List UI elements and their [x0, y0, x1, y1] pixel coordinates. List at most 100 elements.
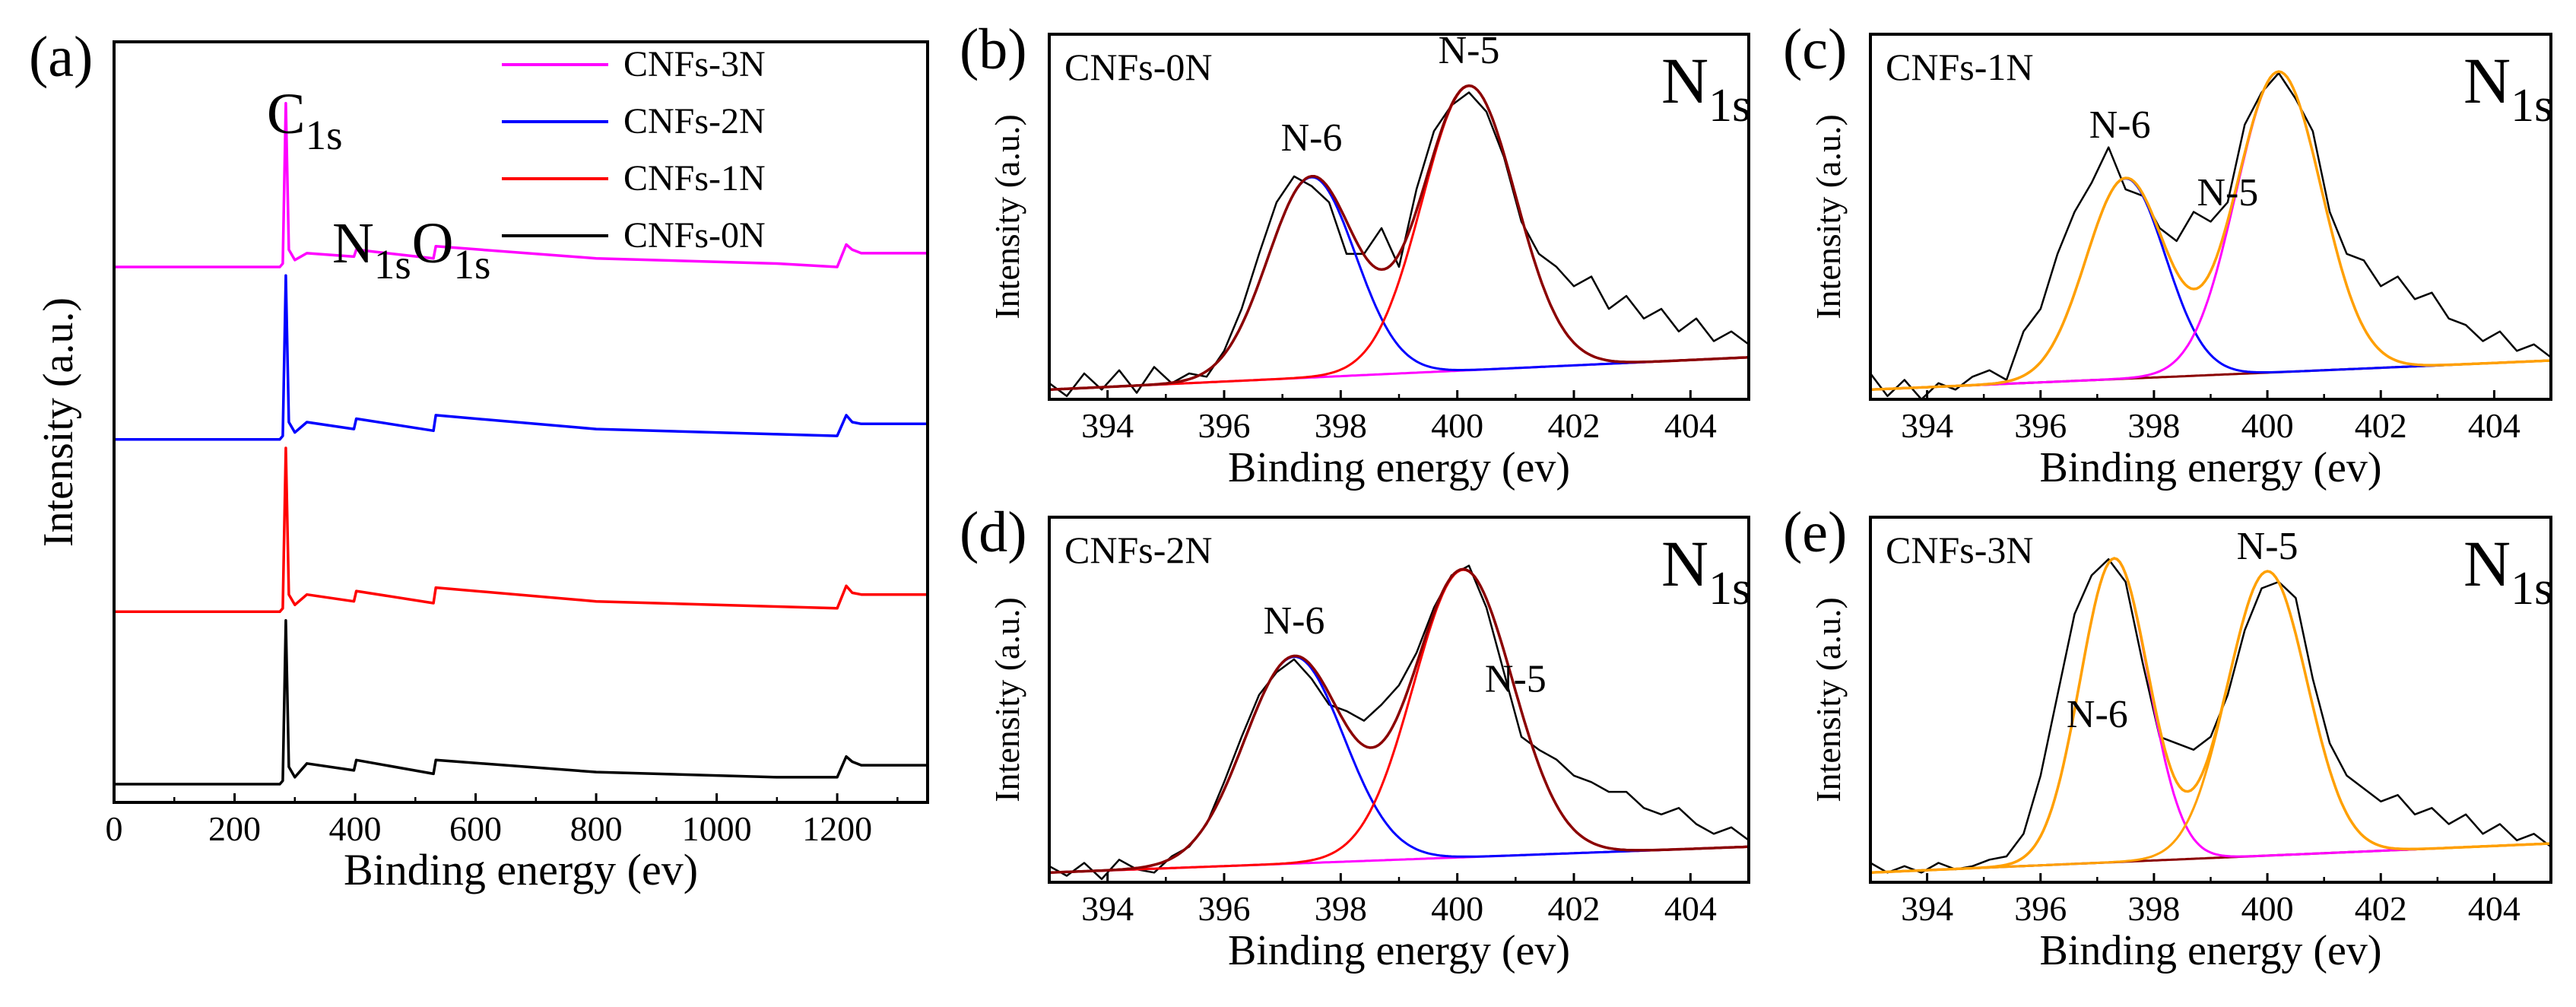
plot-frame [113, 40, 929, 804]
peak-label-N-6: N-6 [1264, 599, 1325, 643]
y-axis-label: Intensity (a.u.) [988, 597, 1026, 802]
panel-label: (e) [1783, 500, 1847, 564]
plot-area [1870, 557, 2551, 875]
spectrum-label: N1s [1661, 44, 1750, 132]
x-tick-label: 404 [2468, 889, 2520, 928]
spectrum-label: N1s [2463, 44, 2552, 132]
raw-spectrum-line [1049, 564, 1749, 881]
x-tick-label: 396 [1198, 406, 1251, 445]
series-line-CNFs-2N [114, 274, 928, 441]
x-tick-label: 396 [2014, 406, 2067, 445]
panel-label: (a) [29, 25, 93, 89]
x-tick-label: 600 [449, 809, 502, 848]
y-axis-label: Intensity (a.u.) [35, 297, 82, 547]
fit-peak-N-5 [1049, 84, 1749, 391]
x-tick-label: 400 [2241, 406, 2294, 445]
sample-label: CNFs-1N [1886, 46, 2033, 88]
raw-spectrum-line [1870, 71, 2551, 399]
x-tick-label: 400 [329, 809, 382, 848]
spectrum-label: N1s [1661, 527, 1750, 615]
peak-label-N-5: N-5 [1439, 29, 1500, 72]
x-tick-label: 396 [1198, 889, 1251, 928]
fit-envelope-line [1049, 567, 1749, 875]
plot-area [1049, 564, 1749, 881]
raw-spectrum-line [1049, 91, 1749, 398]
x-axis-label: Binding energy (ev) [1228, 927, 1570, 974]
x-tick-label: 400 [2241, 889, 2294, 928]
plot-area [1870, 70, 2551, 399]
peak-annotation-C1s: C1s [267, 82, 343, 158]
x-tick-label: 398 [2127, 406, 2180, 445]
x-tick-label: 396 [2014, 889, 2067, 928]
x-tick-label: 394 [1901, 889, 1953, 928]
x-tick-label: 394 [1901, 406, 1953, 445]
x-tick-label: 404 [2468, 406, 2520, 445]
x-tick-label: 402 [1548, 889, 1600, 928]
fit-peak-N-6 [1870, 557, 2551, 874]
x-tick-label: 398 [2127, 889, 2180, 928]
fit-peak-N-5 [1870, 70, 2551, 391]
plot-frame [1048, 516, 1750, 884]
sample-label: CNFs-0N [1064, 46, 1212, 88]
peak-annotation-N1s: N1s [332, 211, 411, 287]
x-tick-label: 402 [1548, 406, 1600, 445]
y-axis-label: Intensity (a.u.) [1809, 114, 1848, 319]
fit-peak-N-6 [1049, 655, 1749, 874]
x-tick-label: 398 [1315, 889, 1367, 928]
fit-peak-N-5 [1870, 570, 2551, 874]
spectrum-label: N1s [2463, 527, 2552, 615]
fit-envelope-line [1870, 70, 2551, 392]
x-tick-label: 404 [1664, 889, 1717, 928]
peak-label-N-5: N-5 [2237, 525, 2298, 568]
series-line-CNFs-1N [114, 446, 928, 614]
x-tick-label: 404 [1664, 406, 1717, 445]
legend-label-CNFs-3N: CNFs-3N [623, 44, 766, 84]
sample-label: CNFs-3N [1886, 529, 2033, 571]
panel-d: (d) N-6 N-5 CNFs-2N N1s 394 396 398 400 402 404 Bin… [960, 500, 1750, 974]
plot-frame [1869, 33, 2552, 401]
x-tick-label: 200 [208, 809, 261, 848]
panel-label: (b) [960, 17, 1027, 81]
panel-label: (c) [1783, 17, 1847, 81]
x-tick-label: 0 [106, 809, 123, 848]
panel-label: (d) [960, 500, 1027, 564]
y-axis-label: Intensity (a.u.) [1809, 597, 1848, 802]
x-tick-label: 800 [570, 809, 623, 848]
sample-label: CNFs-2N [1064, 529, 1212, 571]
series-line-CNFs-3N [114, 101, 928, 268]
x-tick-label: 394 [1081, 406, 1134, 445]
legend-label-CNFs-0N: CNFs-0N [623, 215, 766, 256]
legend-label-CNFs-1N: CNFs-1N [623, 158, 766, 199]
x-tick-label: 402 [2355, 889, 2407, 928]
x-axis-label: Binding energy (ev) [1228, 444, 1570, 491]
x-axis-label: Binding energy (ev) [344, 845, 698, 894]
peak-label-N-5: N-5 [1485, 657, 1547, 700]
peak-annotation-O1s: O1s [412, 211, 491, 287]
y-axis-label: Intensity (a.u.) [988, 114, 1026, 319]
peak-label-N-6: N-6 [2067, 693, 2128, 736]
x-tick-label: 1200 [802, 809, 872, 848]
x-axis-label: Binding energy (ev) [2040, 927, 2382, 974]
x-tick-label: 394 [1081, 889, 1134, 928]
peak-label-N-5: N-5 [2197, 171, 2258, 214]
x-tick-label: 400 [1431, 406, 1483, 445]
plot-frame [1869, 516, 2552, 884]
x-axis-label: Binding energy (ev) [2040, 444, 2382, 491]
x-tick-label: 402 [2355, 406, 2407, 445]
fit-envelope-line [1049, 84, 1749, 392]
fit-peak-N-5 [1049, 568, 1749, 874]
panel-e: (e) N-6 N-5 CNFs-3N N1s 394 396 398 400 402 404 Bin… [1783, 500, 2552, 974]
plot-area [114, 101, 928, 786]
fit-envelope-line [1870, 557, 2551, 875]
x-tick-label: 400 [1431, 889, 1483, 928]
raw-spectrum-line [1870, 558, 2551, 874]
x-tick-label: 1000 [682, 809, 752, 848]
peak-label-N-6: N-6 [1281, 116, 1343, 160]
panel-a: (a) C1s N1s O1s CNFs-3N CNFs-2N CNFs-1N CNFs-0N… [29, 25, 929, 894]
panel-b: (b) N-6 N-5 CNFs-0N N1s 394 396 398 400 402 404 Bin… [960, 17, 1750, 491]
panel-c: (c) N-6 N-5 CNFs-1N N1s 394 396 398 400 402 404 Bin… [1783, 17, 2552, 491]
series-line-CNFs-0N [114, 618, 928, 786]
peak-label-N-6: N-6 [2089, 103, 2151, 147]
x-tick-label: 398 [1315, 406, 1367, 445]
